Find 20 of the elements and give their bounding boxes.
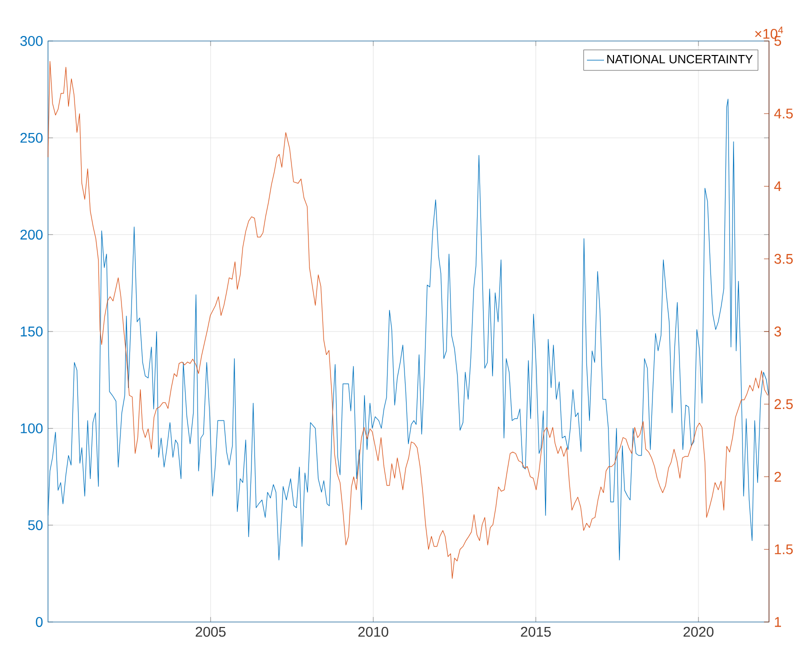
x-tick-label: 2010: [358, 626, 388, 637]
y-tick-label: 150: [20, 326, 43, 336]
x-tick-label: 2005: [196, 626, 226, 637]
y2-tick-label: 1: [774, 617, 781, 627]
y-tick-label: 0: [36, 617, 43, 627]
y2-tick-label: 4.5: [774, 108, 793, 119]
y-tick-label: 200: [20, 230, 43, 240]
y-tick-label: 300: [20, 36, 43, 46]
y2-tick-label: 1.5: [774, 544, 793, 554]
y-tick-label: 50: [28, 520, 43, 530]
y2-tick-label: 4: [774, 181, 782, 192]
legend-label: NATIONAL UNCERTAINTY: [607, 54, 753, 64]
x-tick-label: 2020: [684, 626, 714, 637]
x-tick-label: 2015: [520, 626, 551, 637]
y2-tick-label: 2: [774, 472, 781, 482]
y-tick-label: 250: [20, 132, 43, 143]
y-tick-label: 100: [20, 423, 43, 434]
y2-tick-label: 3: [774, 326, 782, 336]
y2-tick-label: 3.5: [774, 254, 793, 264]
y2-tick-label: 2.5: [774, 399, 793, 410]
